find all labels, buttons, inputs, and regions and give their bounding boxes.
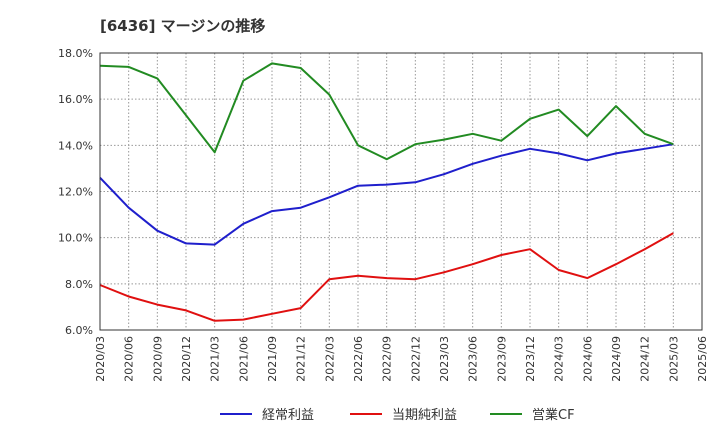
x-tick-label: 2021/06 [237,336,250,382]
y-tick-label: 10.0% [58,232,93,245]
x-tick-label: 2023/12 [524,336,537,382]
x-tick-label: 2023/09 [495,336,508,382]
series-line-3 [99,62,674,161]
series-lines [99,62,674,322]
x-tick-label: 2021/03 [209,336,222,382]
y-tick-label: 8.0% [65,278,93,291]
x-tick-label: 2020/09 [151,336,164,382]
x-tick-label: 2020/03 [94,336,107,382]
x-tick-label: 2024/03 [553,336,566,382]
x-tick-label: 2025/06 [696,336,709,382]
legend-label: 経常利益 [262,408,314,423]
x-tick-label: 2025/03 [667,336,680,382]
y-tick-label: 18.0% [58,47,93,60]
x-tick-label: 2021/12 [295,336,308,382]
x-tick-label: 2022/12 [409,336,422,382]
legend-label: 当期純利益 [392,408,457,423]
x-tick-label: 2020/12 [180,336,193,382]
x-tick-label: 2024/09 [610,336,623,382]
plot-frame [99,52,703,331]
x-tick-label: 2020/06 [123,336,136,382]
y-tick-label: 14.0% [58,139,93,152]
x-tick-label: 2023/06 [467,336,480,382]
x-tick-label: 2021/09 [266,336,279,382]
x-tick-label: 2024/12 [639,336,652,382]
y-tick-label: 6.0% [65,324,93,337]
y-tick-label: 16.0% [58,93,93,106]
y-tick-label: 12.0% [58,186,93,199]
legend: 経常利益 当期純利益 営業CF [220,407,575,423]
x-tick-label: 2022/09 [381,336,394,382]
series-line-2 [99,232,674,322]
x-tick-label: 2022/03 [323,336,336,382]
x-tick-label: 2023/03 [438,336,451,382]
legend-label: 営業CF [532,407,575,423]
series-line-1 [99,143,674,246]
grid [100,53,702,330]
x-tick-label: 2022/06 [352,336,365,382]
x-tick-label: 2024/06 [581,336,594,382]
y-axis: 6.0% 8.0% 10.0% 12.0% 14.0% 16.0% 18.0% [58,47,93,337]
chart-title: [6436] マージンの推移 [100,17,265,35]
x-axis: 2020/03 2020/06 2020/09 2020/12 2021/03 2021/… [94,336,709,382]
